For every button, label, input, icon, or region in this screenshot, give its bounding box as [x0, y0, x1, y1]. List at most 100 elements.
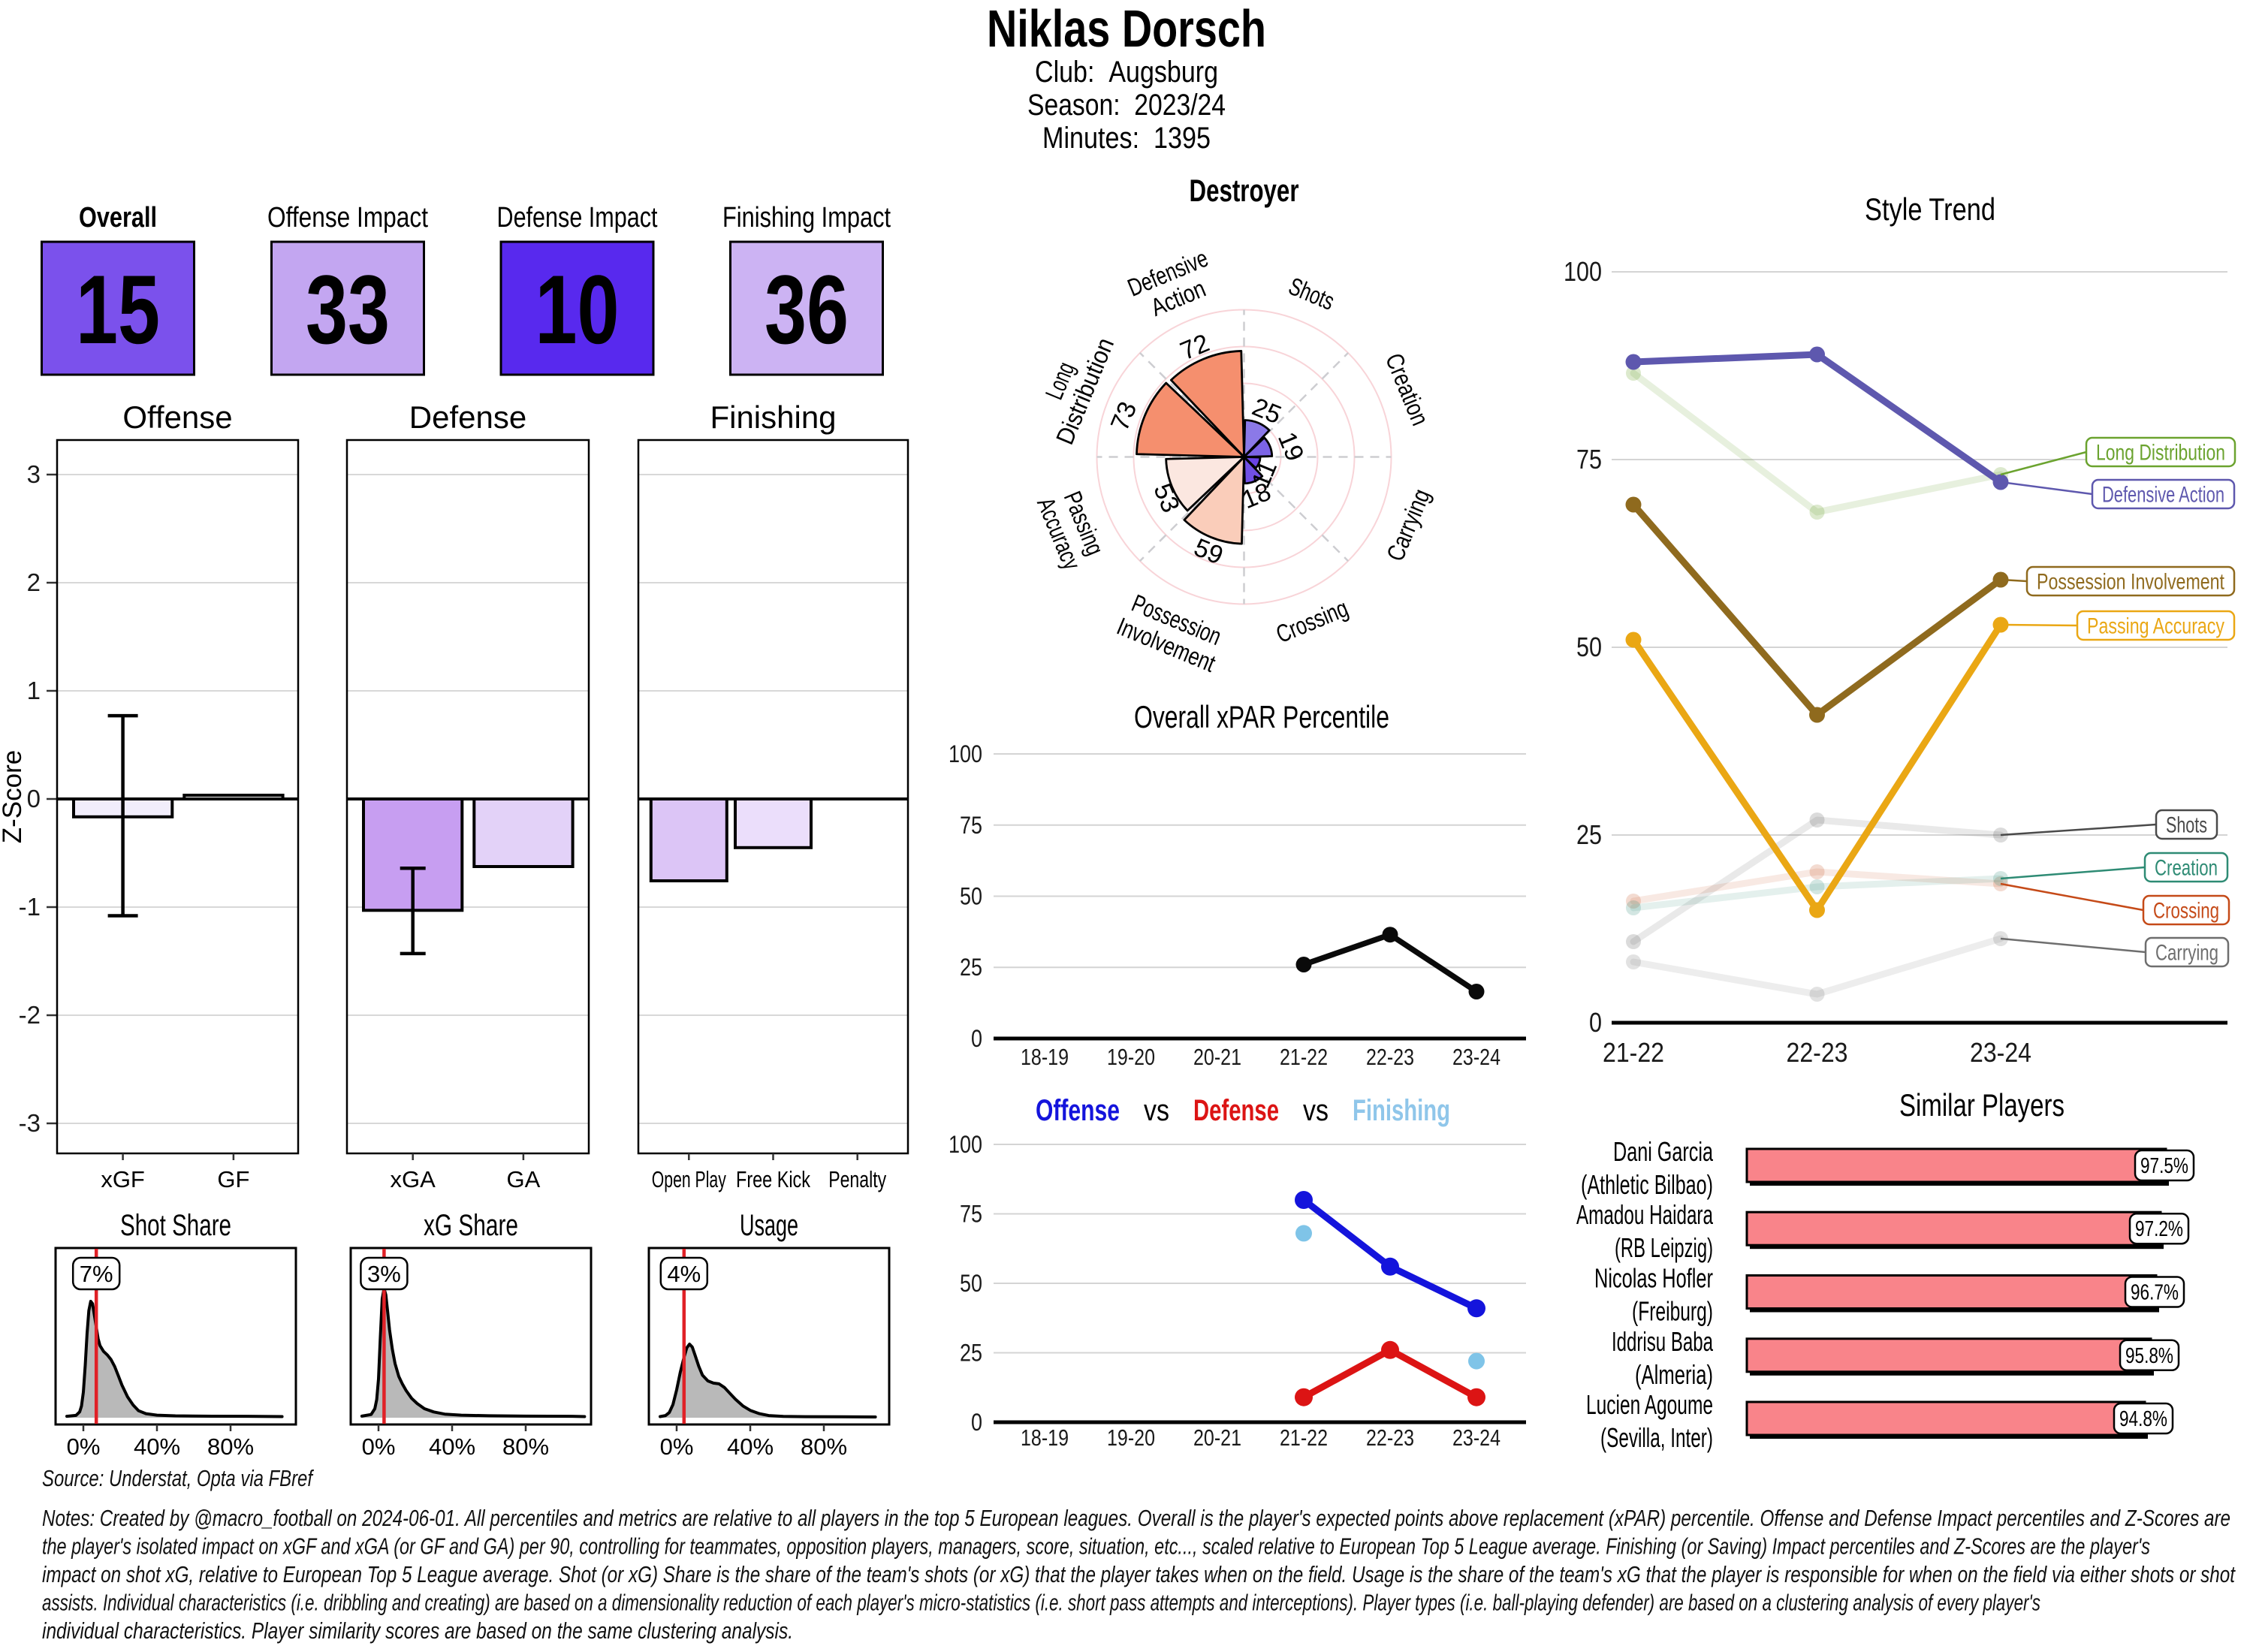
svg-text:18-19: 18-19 [1021, 1424, 1069, 1451]
svg-text:(RB Leipzig): (RB Leipzig) [1615, 1232, 1713, 1263]
svg-text:GA: GA [507, 1166, 541, 1192]
svg-text:Creation: Creation [2155, 856, 2218, 881]
svg-text:50: 50 [960, 1270, 982, 1297]
svg-text:the player's isolated impact o: the player's isolated impact on xGF and … [42, 1533, 2150, 1560]
svg-text:Usage: Usage [740, 1209, 798, 1242]
svg-text:individual characteristics. Pl: individual characteristics. Player simil… [42, 1617, 793, 1644]
svg-text:50: 50 [1576, 632, 1602, 662]
svg-text:25: 25 [960, 1340, 982, 1367]
svg-text:0: 0 [1589, 1007, 1602, 1038]
svg-text:23-24: 23-24 [1452, 1044, 1500, 1070]
svg-text:Finishing Impact: Finishing Impact [722, 202, 891, 234]
svg-text:4%: 4% [667, 1261, 701, 1287]
svg-text:0%: 0% [660, 1433, 694, 1460]
svg-text:Amadou Haidara: Amadou Haidara [1576, 1199, 1714, 1230]
svg-text:3: 3 [27, 460, 41, 488]
svg-text:40%: 40% [429, 1433, 475, 1460]
svg-text:0: 0 [971, 1025, 982, 1052]
svg-text:Iddrisu Baba: Iddrisu Baba [1612, 1326, 1714, 1357]
svg-text:Defensive Action: Defensive Action [2102, 483, 2224, 508]
svg-text:Long Distribution: Long Distribution [2096, 441, 2225, 466]
svg-text:(Athletic Bilbao): (Athletic Bilbao) [1581, 1169, 1713, 1200]
svg-text:(Freiburg): (Freiburg) [1632, 1296, 1713, 1327]
svg-text:Crossing: Crossing [2153, 899, 2219, 924]
svg-text:xGA: xGA [391, 1166, 436, 1192]
svg-text:0%: 0% [362, 1433, 396, 1460]
svg-text:100: 100 [1564, 256, 1602, 287]
svg-text:1: 1 [27, 677, 41, 704]
svg-text:Defense: Defense [409, 399, 526, 435]
svg-text:22-23: 22-23 [1366, 1424, 1414, 1451]
svg-text:10: 10 [535, 255, 620, 364]
svg-text:Similar Players: Similar Players [1899, 1087, 2064, 1123]
svg-text:80%: 80% [207, 1433, 254, 1460]
svg-text:Club: Augsburg: Club: Augsburg [1035, 56, 1218, 89]
svg-text:Nicolas Hofler: Nicolas Hofler [1594, 1263, 1713, 1294]
svg-text:Finishing: Finishing [710, 399, 836, 435]
svg-text:assists. Individual characteri: assists. Individual characteristics (i.e… [42, 1590, 2040, 1616]
svg-text:80%: 80% [801, 1433, 847, 1460]
svg-text:100: 100 [949, 740, 982, 767]
svg-text:50: 50 [960, 883, 982, 910]
svg-text:Source: Understat, Opta via FB: Source: Understat, Opta via FBref [42, 1465, 315, 1491]
svg-text:22-23: 22-23 [1366, 1044, 1414, 1070]
svg-text:75: 75 [960, 1201, 982, 1228]
svg-text:Shots: Shots [2166, 813, 2207, 838]
svg-text:-2: -2 [19, 1001, 41, 1029]
svg-text:Possession Involvement: Possession Involvement [2037, 570, 2225, 595]
svg-text:23-24: 23-24 [1970, 1037, 2031, 1068]
svg-text:40%: 40% [134, 1433, 180, 1460]
svg-text:0%: 0% [67, 1433, 101, 1460]
svg-text:0: 0 [27, 785, 41, 812]
svg-text:Offense Impact: Offense Impact [267, 202, 428, 234]
svg-text:Season: 2023/24: Season: 2023/24 [1027, 89, 1226, 122]
svg-text:97.2%: 97.2% [2135, 1217, 2183, 1241]
svg-text:19-20: 19-20 [1107, 1424, 1155, 1451]
svg-text:Defense: Defense [1193, 1094, 1279, 1127]
svg-text:vs: vs [1144, 1094, 1169, 1127]
svg-text:75: 75 [960, 812, 982, 839]
svg-text:Lucien Agoume: Lucien Agoume [1586, 1389, 1713, 1420]
svg-text:Offense: Offense [1036, 1094, 1120, 1127]
svg-text:Overall xPAR Percentile: Overall xPAR Percentile [1134, 699, 1389, 734]
svg-text:Z-Score: Z-Score [0, 750, 27, 843]
svg-text:xGF: xGF [101, 1166, 145, 1192]
svg-text:0: 0 [971, 1409, 982, 1436]
svg-text:96.7%: 96.7% [2131, 1281, 2179, 1305]
svg-text:94.8%: 94.8% [2119, 1407, 2167, 1431]
svg-text:-1: -1 [19, 893, 41, 921]
svg-text:Niklas Dorsch: Niklas Dorsch [987, 0, 1266, 58]
svg-text:GF: GF [217, 1166, 249, 1192]
svg-text:Passing Accuracy: Passing Accuracy [2087, 614, 2224, 639]
svg-text:36: 36 [765, 255, 849, 364]
svg-text:Free Kick: Free Kick [736, 1166, 810, 1192]
svg-text:21-22: 21-22 [1603, 1037, 1664, 1068]
svg-text:20-21: 20-21 [1193, 1424, 1241, 1451]
svg-text:33: 33 [306, 255, 390, 364]
svg-text:impact on shot xG, relative to: impact on shot xG, relative to European … [42, 1561, 2236, 1587]
svg-text:97.5%: 97.5% [2140, 1154, 2188, 1178]
svg-text:(Sevilla, Inter): (Sevilla, Inter) [1600, 1422, 1713, 1453]
svg-text:3%: 3% [367, 1261, 401, 1287]
svg-text:23-24: 23-24 [1452, 1424, 1500, 1451]
svg-text:Defense Impact: Defense Impact [497, 202, 658, 234]
svg-text:Shot Share: Shot Share [120, 1209, 231, 1242]
svg-text:18-19: 18-19 [1021, 1044, 1069, 1070]
svg-text:100: 100 [949, 1131, 982, 1158]
svg-text:Finishing: Finishing [1353, 1094, 1450, 1127]
svg-text:2: 2 [27, 568, 41, 596]
svg-text:Destroyer: Destroyer [1190, 173, 1299, 208]
svg-text:Notes: Created by @macro_footb: Notes: Created by @macro_football on 202… [42, 1505, 2230, 1531]
svg-text:15: 15 [76, 255, 160, 364]
svg-text:21-22: 21-22 [1280, 1044, 1328, 1070]
svg-text:Offense: Offense [122, 399, 232, 435]
svg-text:40%: 40% [727, 1433, 774, 1460]
svg-text:80%: 80% [502, 1433, 549, 1460]
svg-text:(Almeria): (Almeria) [1635, 1359, 1713, 1390]
svg-text:Carrying: Carrying [2155, 941, 2218, 966]
svg-text:Penalty: Penalty [828, 1166, 886, 1192]
svg-text:Minutes: 1395: Minutes: 1395 [1042, 122, 1211, 155]
svg-text:xG Share: xG Share [424, 1209, 518, 1242]
svg-text:75: 75 [1576, 444, 1602, 475]
svg-text:Open Play: Open Play [652, 1166, 726, 1192]
